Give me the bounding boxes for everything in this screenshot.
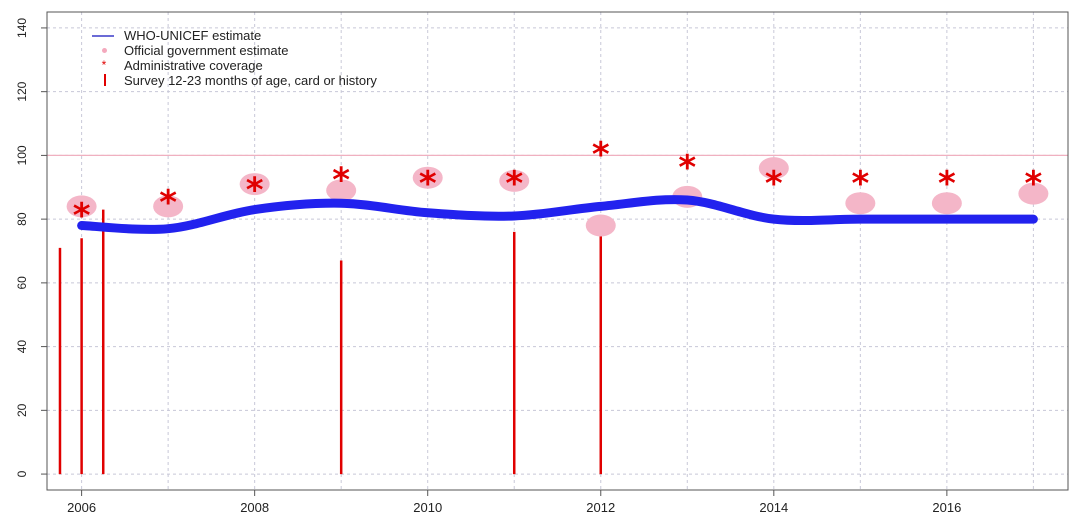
legend-item-administrative: * Administrative coverage xyxy=(88,58,377,73)
official-estimate-point xyxy=(412,166,443,189)
administrative-coverage-point: * xyxy=(1024,164,1042,204)
y-tick-label: 40 xyxy=(15,340,29,354)
administrative-coverage-point: * xyxy=(419,164,437,204)
official-estimate-point xyxy=(239,173,270,196)
official-estimate-point xyxy=(326,179,357,202)
y-tick-label: 60 xyxy=(15,276,29,290)
x-tick-label: 2008 xyxy=(240,500,269,515)
legend-dot-swatch xyxy=(88,43,124,58)
administrative-coverage-point: * xyxy=(332,161,350,201)
legend-label: WHO-UNICEF estimate xyxy=(124,28,262,43)
legend-label: Survey 12-23 months of age, card or hist… xyxy=(124,73,377,88)
administrative-coverage-point: * xyxy=(159,183,177,223)
x-tick-label: 2006 xyxy=(67,500,96,515)
legend-item-official: Official government estimate xyxy=(88,43,377,58)
legend-line-swatch xyxy=(88,28,124,43)
y-tick-label: 140 xyxy=(15,18,29,38)
official-estimate-point xyxy=(758,157,789,180)
y-tick-label: 120 xyxy=(15,81,29,101)
who-unicef-estimate-line xyxy=(77,195,1038,234)
grid-lines xyxy=(47,12,1068,490)
administrative-coverage-point: * xyxy=(765,164,783,204)
plot-frame xyxy=(46,11,1069,491)
legend-item-who-unicef: WHO-UNICEF estimate xyxy=(88,28,377,43)
x-tick-label: 2014 xyxy=(759,500,788,515)
administrative-coverage-point: * xyxy=(938,164,956,204)
official-estimate-point xyxy=(153,195,184,218)
official-estimate-point xyxy=(931,192,962,215)
x-tick-label: 2012 xyxy=(586,500,615,515)
administrative-coverage-point: * xyxy=(246,170,264,210)
legend-label: Administrative coverage xyxy=(124,58,263,73)
official-estimate-point xyxy=(66,195,97,218)
legend-bar-swatch xyxy=(88,73,124,88)
x-tick-label: 2016 xyxy=(932,500,961,515)
y-tick-label: 0 xyxy=(15,470,29,477)
official-estimate-point xyxy=(845,192,876,215)
legend-item-survey: Survey 12-23 months of age, card or hist… xyxy=(88,73,377,88)
administrative-coverage-point: * xyxy=(678,148,696,188)
legend-star-swatch: * xyxy=(101,58,107,72)
administrative-coverage-point: * xyxy=(592,135,610,175)
official-estimate-point xyxy=(585,214,616,237)
y-tick-label: 20 xyxy=(15,403,29,417)
administrative-coverage-point: * xyxy=(73,196,91,236)
legend-label: Official government estimate xyxy=(124,43,289,58)
administrative-coverage-point: * xyxy=(505,164,523,204)
official-estimate-point xyxy=(1018,182,1049,205)
y-tick-label: 100 xyxy=(15,145,29,165)
y-tick-label: 80 xyxy=(15,212,29,226)
official-estimate-point xyxy=(499,169,530,192)
legend: WHO-UNICEF estimate Official government … xyxy=(88,28,377,88)
x-tick-label: 2010 xyxy=(413,500,442,515)
administrative-coverage-point: * xyxy=(851,164,869,204)
